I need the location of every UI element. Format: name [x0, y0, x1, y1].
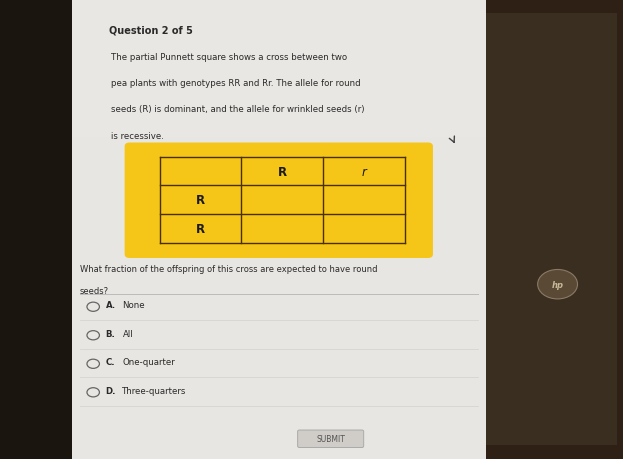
Text: None: None: [123, 301, 145, 310]
Text: R: R: [278, 165, 287, 178]
Text: R: R: [196, 194, 205, 207]
Bar: [72, 0, 486, 459]
FancyBboxPatch shape: [298, 430, 364, 448]
FancyBboxPatch shape: [125, 143, 433, 258]
Text: Question 2 of 5: Question 2 of 5: [109, 25, 193, 35]
Text: R: R: [196, 223, 205, 235]
Bar: [486, 0, 623, 459]
Text: seeds?: seeds?: [80, 286, 109, 295]
Text: The partial Punnett square shows a cross between two: The partial Punnett square shows a cross…: [111, 53, 347, 62]
Bar: [72, 0, 486, 138]
Text: C.: C.: [106, 358, 115, 367]
Circle shape: [538, 270, 578, 299]
Bar: [486, 14, 617, 445]
Text: is recessive.: is recessive.: [111, 131, 164, 140]
Text: All: All: [123, 329, 133, 338]
Text: What fraction of the offspring of this cross are expected to have round: What fraction of the offspring of this c…: [80, 264, 378, 273]
Text: pea plants with genotypes RR and Rr. The allele for round: pea plants with genotypes RR and Rr. The…: [111, 79, 361, 88]
Text: One-quarter: One-quarter: [123, 358, 175, 367]
Text: r: r: [361, 165, 366, 178]
Text: hp: hp: [551, 280, 564, 289]
Text: seeds (R) is dominant, and the allele for wrinkled seeds (r): seeds (R) is dominant, and the allele fo…: [111, 105, 364, 114]
Text: SUBMIT: SUBMIT: [316, 434, 345, 443]
Text: B.: B.: [106, 329, 115, 338]
Text: A.: A.: [106, 301, 116, 310]
Text: Three-quarters: Three-quarters: [123, 386, 187, 395]
Bar: [0, 0, 72, 459]
Text: D.: D.: [106, 386, 116, 395]
